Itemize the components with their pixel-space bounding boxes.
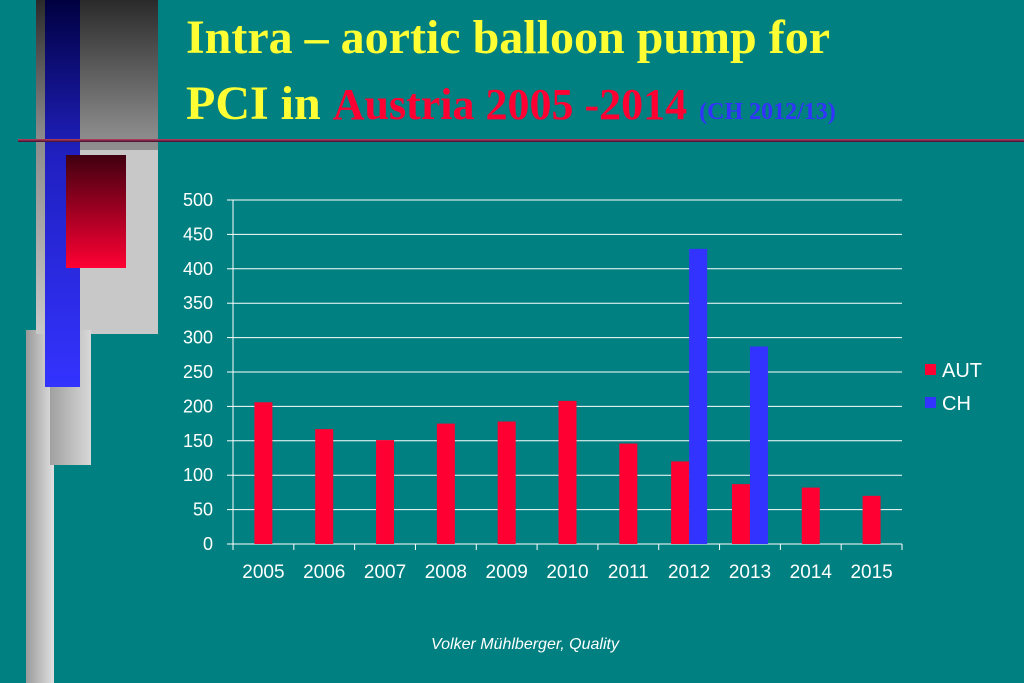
x-tick-label: 2011 [608, 562, 649, 583]
footer-text: Volker Mühlberger, Quality [431, 636, 619, 653]
legend-label: CH [942, 393, 971, 415]
bar-aut [376, 440, 395, 544]
y-tick-label: 200 [183, 396, 213, 416]
bar-aut [862, 495, 881, 544]
title-part2c: (CH 2012/13) [699, 99, 836, 125]
y-tick-label: 50 [193, 500, 213, 520]
x-tick-label: 2010 [546, 562, 588, 583]
y-tick-label: 150 [183, 431, 213, 451]
legend-swatch [925, 364, 936, 375]
title-part1: Intra – aortic balloon pump for [186, 11, 831, 64]
bar-ch [749, 346, 768, 544]
bar-aut [619, 443, 638, 544]
slide-title-line1: Intra – aortic balloon pump for [186, 8, 830, 68]
bar-aut [731, 484, 750, 544]
bar-aut [436, 423, 455, 544]
legend-label: AUT [942, 360, 982, 382]
y-tick-label: 350 [183, 293, 213, 313]
x-tick-label: 2005 [242, 562, 284, 583]
x-tick-label: 2013 [729, 562, 771, 583]
y-tick-label: 0 [203, 534, 213, 554]
y-tick-label: 250 [183, 362, 213, 382]
x-tick-label: 2015 [850, 562, 892, 583]
x-tick-label: 2006 [303, 562, 345, 583]
x-tick-label: 2014 [790, 562, 833, 583]
bar-aut [671, 461, 690, 544]
bar-ch [689, 248, 708, 544]
y-tick-label: 400 [183, 259, 213, 279]
legend-swatch [925, 397, 936, 408]
title-divider [18, 139, 1024, 142]
x-tick-label: 2008 [425, 562, 467, 583]
y-tick-label: 300 [183, 328, 213, 348]
x-tick-label: 2012 [668, 562, 710, 583]
bar-aut [315, 429, 334, 544]
x-tick-label: 2007 [364, 562, 406, 583]
bar-aut [801, 487, 820, 544]
bar-aut [497, 421, 516, 544]
deco-bar-gray-left [26, 330, 54, 683]
deco-bar-red [66, 155, 126, 268]
title-part2a: PCI in [186, 77, 321, 130]
y-tick-label: 450 [183, 224, 213, 244]
y-tick-label: 500 [183, 190, 213, 210]
bar-aut [254, 402, 273, 544]
x-tick-label: 2009 [486, 562, 528, 583]
title-part2b: Austria 2005 -2014 [332, 80, 688, 129]
bar-aut [558, 400, 577, 544]
slide-title-line2: PCI in Austria 2005 -2014 (CH 2012/13) [186, 74, 836, 142]
y-tick-label: 100 [183, 465, 213, 485]
